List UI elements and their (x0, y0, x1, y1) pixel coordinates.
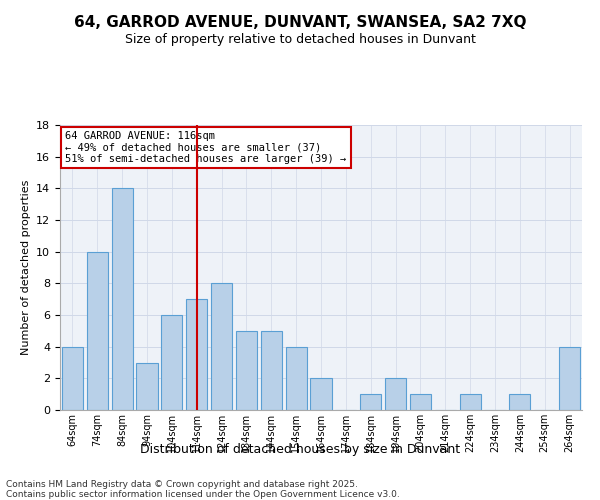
Bar (385, 378, 406, 410)
Bar (211, 284, 232, 410)
Bar (136, 362, 158, 410)
Bar (360, 394, 381, 410)
Text: Contains public sector information licensed under the Open Government Licence v3: Contains public sector information licen… (6, 490, 400, 499)
Text: Distribution of detached houses by size in Dunvant: Distribution of detached houses by size … (140, 442, 460, 456)
Bar (509, 394, 530, 410)
Bar (261, 331, 282, 410)
Bar (460, 394, 481, 410)
Text: 64, GARROD AVENUE, DUNVANT, SWANSEA, SA2 7XQ: 64, GARROD AVENUE, DUNVANT, SWANSEA, SA2… (74, 15, 526, 30)
Bar (87, 252, 108, 410)
Bar (161, 315, 182, 410)
Bar (186, 299, 207, 410)
Bar (310, 378, 332, 410)
Text: 64 GARROD AVENUE: 116sqm
← 49% of detached houses are smaller (37)
51% of semi-d: 64 GARROD AVENUE: 116sqm ← 49% of detach… (65, 130, 346, 164)
Y-axis label: Number of detached properties: Number of detached properties (20, 180, 31, 355)
Text: Size of property relative to detached houses in Dunvant: Size of property relative to detached ho… (125, 32, 475, 46)
Bar (559, 346, 580, 410)
Text: Contains HM Land Registry data © Crown copyright and database right 2025.: Contains HM Land Registry data © Crown c… (6, 480, 358, 489)
Bar (286, 346, 307, 410)
Bar (236, 331, 257, 410)
Bar (62, 346, 83, 410)
Bar (112, 188, 133, 410)
Bar (410, 394, 431, 410)
